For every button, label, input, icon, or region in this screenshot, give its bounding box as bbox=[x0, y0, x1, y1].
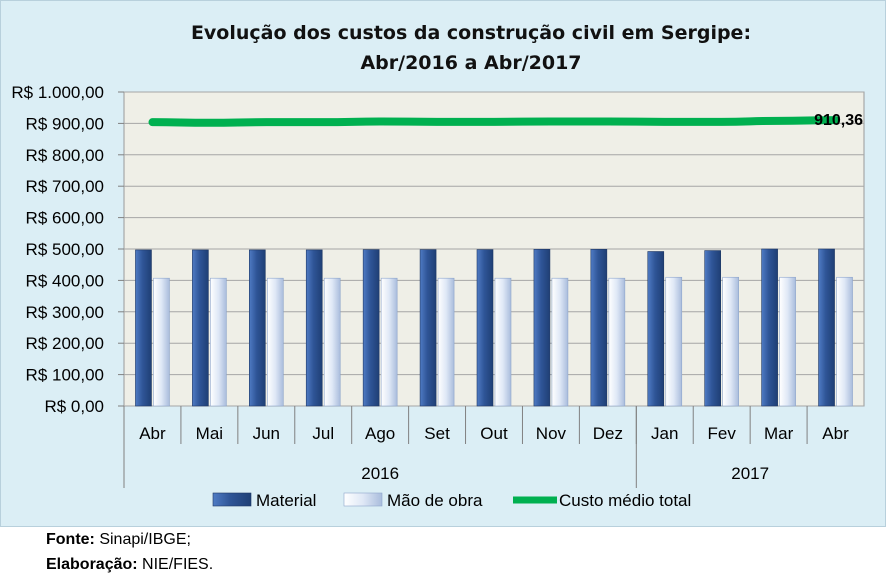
x-group-label: 2017 bbox=[731, 464, 769, 483]
legend-label-material: Material bbox=[256, 491, 316, 510]
source-notes: Fonte: Sinapi/IBGE; Elaboração: NIE/FIES… bbox=[46, 527, 213, 577]
line-custo-medio-total bbox=[148, 116, 840, 127]
x-tick-label: Dez bbox=[593, 424, 623, 443]
bar-material bbox=[761, 248, 778, 407]
x-tick-label: Abr bbox=[139, 424, 166, 443]
source-label: Fonte: bbox=[46, 531, 95, 548]
x-tick-label: Set bbox=[424, 424, 450, 443]
chart-svg: Evolução dos custos da construção civil … bbox=[11, 22, 865, 510]
bar-material bbox=[704, 250, 721, 407]
chart-title-line1: Evolução dos custos da construção civil … bbox=[191, 22, 751, 44]
x-tick-label: Mai bbox=[196, 424, 223, 443]
x-tick-label: Fev bbox=[708, 424, 737, 443]
bar-material bbox=[249, 249, 266, 407]
bar-mao-de-obra bbox=[836, 276, 853, 407]
x-tick-label: Jul bbox=[312, 424, 334, 443]
total-line bbox=[148, 116, 840, 127]
y-tick-label: R$ 1.000,00 bbox=[11, 83, 104, 102]
elaboration-label: Elaboração: bbox=[46, 556, 138, 573]
bar-mao-de-obra bbox=[551, 277, 569, 407]
bar-mao-de-obra bbox=[779, 276, 796, 407]
legend-swatch-material bbox=[212, 492, 252, 507]
y-tick-label: R$ 200,00 bbox=[26, 334, 104, 353]
bar-material bbox=[590, 249, 608, 407]
x-tick-label: Jan bbox=[651, 424, 678, 443]
x-tick-label: Mar bbox=[764, 424, 794, 443]
legend: Material Mão de obra Custo médio total bbox=[212, 491, 691, 510]
y-tick-label: R$ 600,00 bbox=[26, 209, 104, 228]
bars bbox=[135, 248, 853, 407]
y-tick-label: R$ 900,00 bbox=[26, 114, 104, 133]
x-tick-label: Ago bbox=[365, 424, 395, 443]
bar-mao-de-obra bbox=[665, 276, 683, 407]
bar-mao-de-obra bbox=[210, 277, 227, 407]
bar-mao-de-obra bbox=[380, 277, 398, 407]
bar-material bbox=[135, 249, 152, 407]
y-tick-label: R$ 300,00 bbox=[26, 303, 104, 322]
x-tick-label: Abr bbox=[822, 424, 849, 443]
bar-mao-de-obra bbox=[323, 277, 341, 407]
bar-material bbox=[647, 251, 665, 407]
y-axis-ticks: R$ 0,00 R$ 100,00 R$ 200,00 R$ 300,00 R$ 400… bbox=[11, 83, 104, 416]
bar-mao-de-obra bbox=[437, 277, 455, 407]
legend-label-mao-de-obra: Mão de obra bbox=[387, 491, 483, 510]
x-tick-label: Nov bbox=[536, 424, 567, 443]
bar-material bbox=[362, 249, 380, 407]
bar-material bbox=[476, 249, 494, 407]
y-tick-label: R$ 800,00 bbox=[26, 146, 104, 165]
bar-material bbox=[818, 248, 835, 407]
bar-material bbox=[419, 249, 437, 407]
elaboration-line: Elaboração: NIE/FIES. bbox=[46, 552, 213, 577]
bar-material bbox=[305, 249, 323, 407]
source-value: Sinapi/IBGE; bbox=[99, 531, 191, 548]
bar-mao-de-obra bbox=[722, 276, 739, 407]
legend-label-custo-medio-total: Custo médio total bbox=[559, 491, 691, 510]
bar-material bbox=[533, 249, 551, 407]
bar-mao-de-obra bbox=[608, 277, 626, 407]
y-tick-label: R$ 100,00 bbox=[26, 366, 104, 385]
y-tick-label: R$ 700,00 bbox=[26, 177, 104, 196]
y-tick-label: R$ 0,00 bbox=[44, 397, 104, 416]
legend-swatch-mao-de-obra bbox=[343, 492, 383, 507]
x-tick-label: Out bbox=[480, 424, 508, 443]
source-line: Fonte: Sinapi/IBGE; bbox=[46, 527, 213, 552]
bar-mao-de-obra bbox=[267, 277, 284, 407]
chart-area: Evolução dos custos da construção civil … bbox=[0, 0, 886, 527]
y-tick-label: R$ 500,00 bbox=[26, 240, 104, 259]
elaboration-value: NIE/FIES. bbox=[142, 556, 214, 573]
chart-title-line2: Abr/2016 a Abr/2017 bbox=[360, 52, 581, 74]
y-tick-label: R$ 400,00 bbox=[26, 271, 104, 290]
x-tick-label: Jun bbox=[253, 424, 280, 443]
x-axis: Abr Mai Jun Jul Ago Set Out Nov Dez Jan Fev Mar Abr 2… bbox=[123, 406, 849, 488]
bar-material bbox=[192, 249, 209, 407]
bar-mao-de-obra bbox=[494, 277, 512, 407]
data-label-last: 910,36 bbox=[814, 112, 863, 129]
x-group-label: 2016 bbox=[361, 464, 399, 483]
bar-mao-de-obra bbox=[153, 277, 170, 407]
